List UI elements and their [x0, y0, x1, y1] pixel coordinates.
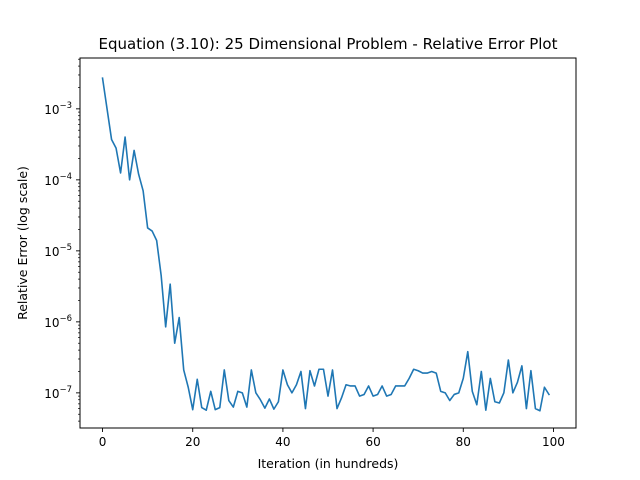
- plot-area: [101, 77, 551, 412]
- y-tick-label: 10−4: [44, 172, 72, 188]
- x-tick-label: 80: [456, 435, 471, 449]
- x-tick-label: 0: [99, 435, 107, 449]
- x-axis-label: Iteration (in hundreds): [258, 456, 399, 471]
- y-tick-label: 10−5: [44, 243, 72, 259]
- x-tick-label: 20: [185, 435, 200, 449]
- y-tick-label: 10−7: [44, 385, 72, 401]
- x-axis-ticks: 0 20 40 60 80 100: [99, 428, 565, 449]
- y-tick-label: 10−6: [44, 314, 72, 330]
- y-axis-label: Relative Error (log scale): [15, 166, 30, 320]
- plot-frame: [79, 57, 577, 429]
- x-tick-label: 60: [365, 435, 380, 449]
- chart-title: Equation (3.10): 25 Dimensional Problem …: [99, 35, 558, 53]
- y-axis-ticks: 10−7 10−6 10−5 10−4 10−3: [44, 58, 80, 422]
- x-tick-label: 40: [275, 435, 290, 449]
- y-tick-label: 10−3: [44, 101, 72, 117]
- relative-error-series-line: [101, 77, 551, 412]
- x-tick-label: 100: [542, 435, 565, 449]
